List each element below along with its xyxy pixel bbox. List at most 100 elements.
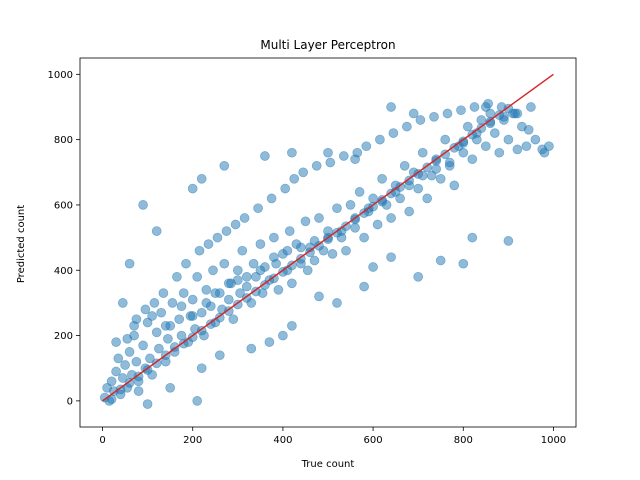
data-point bbox=[359, 281, 369, 292]
data-point bbox=[350, 214, 360, 225]
data-point bbox=[325, 157, 336, 168]
data-point bbox=[503, 103, 514, 114]
data-point bbox=[480, 141, 491, 152]
data-point bbox=[269, 273, 279, 284]
data-point bbox=[440, 149, 451, 160]
data-point bbox=[223, 306, 234, 316]
data-point bbox=[235, 288, 245, 298]
data-point bbox=[115, 384, 126, 395]
data-point bbox=[246, 343, 257, 354]
data-point bbox=[228, 314, 239, 325]
data-point bbox=[284, 226, 295, 236]
data-point bbox=[151, 327, 162, 338]
data-point bbox=[314, 291, 324, 302]
data-point bbox=[395, 182, 405, 192]
y-tick-label: 200 bbox=[54, 331, 73, 342]
data-point bbox=[273, 284, 284, 295]
data-point bbox=[296, 253, 306, 264]
data-point bbox=[296, 242, 306, 253]
data-point bbox=[154, 343, 164, 354]
x-tick-label: 200 bbox=[183, 435, 202, 446]
data-point bbox=[300, 216, 311, 227]
data-point bbox=[456, 105, 466, 116]
data-point bbox=[255, 265, 266, 276]
data-point bbox=[169, 342, 180, 352]
data-point bbox=[458, 136, 469, 147]
data-point bbox=[449, 180, 460, 191]
x-tick-label: 0 bbox=[99, 435, 105, 446]
data-point bbox=[408, 108, 419, 119]
data-point bbox=[232, 275, 243, 285]
y-tick-label: 400 bbox=[54, 266, 73, 277]
data-point bbox=[223, 294, 234, 305]
data-point bbox=[253, 203, 263, 214]
data-point bbox=[117, 298, 128, 308]
data-point bbox=[131, 356, 142, 367]
data-point bbox=[172, 271, 182, 282]
data-point bbox=[174, 314, 185, 325]
data-point bbox=[278, 267, 288, 277]
data-point bbox=[163, 333, 173, 344]
data-point bbox=[230, 219, 241, 230]
data-point bbox=[388, 128, 399, 138]
data-point bbox=[142, 365, 153, 375]
data-point bbox=[302, 265, 313, 276]
data-point bbox=[196, 363, 207, 374]
data-point bbox=[232, 299, 243, 310]
data-point bbox=[260, 151, 270, 161]
data-point bbox=[417, 147, 428, 158]
data-point bbox=[280, 183, 291, 194]
data-point bbox=[341, 221, 351, 232]
data-point bbox=[431, 164, 442, 174]
data-point bbox=[156, 307, 167, 318]
data-point bbox=[151, 226, 162, 236]
data-point bbox=[221, 226, 232, 236]
data-point bbox=[476, 123, 487, 134]
data-point bbox=[368, 262, 378, 272]
data-point bbox=[287, 260, 297, 271]
data-point bbox=[282, 245, 293, 256]
data-point bbox=[530, 134, 541, 145]
data-point bbox=[413, 169, 424, 179]
data-point bbox=[264, 337, 275, 347]
data-point bbox=[117, 373, 128, 383]
data-point bbox=[444, 157, 455, 168]
data-point bbox=[129, 320, 139, 331]
data-point bbox=[359, 232, 369, 243]
data-point bbox=[327, 249, 338, 259]
data-point bbox=[526, 102, 536, 112]
data-point bbox=[386, 188, 396, 199]
data-point bbox=[214, 350, 225, 361]
data-point bbox=[201, 298, 212, 308]
data-point bbox=[489, 128, 500, 138]
data-point bbox=[241, 271, 252, 282]
data-point bbox=[359, 208, 369, 218]
data-point bbox=[178, 338, 189, 349]
data-point bbox=[196, 173, 207, 184]
data-point bbox=[372, 219, 383, 230]
data-point bbox=[449, 142, 460, 153]
data-point bbox=[494, 147, 505, 158]
data-point bbox=[255, 239, 266, 249]
data-point bbox=[354, 187, 365, 197]
data-point bbox=[120, 360, 130, 370]
data-point bbox=[429, 111, 439, 122]
data-point bbox=[431, 156, 442, 166]
data-point bbox=[476, 115, 487, 125]
data-point bbox=[386, 102, 396, 112]
data-point bbox=[345, 200, 356, 210]
data-point bbox=[413, 271, 424, 282]
data-point bbox=[483, 98, 493, 109]
data-point bbox=[133, 371, 144, 382]
data-point bbox=[467, 129, 478, 140]
data-point bbox=[523, 124, 534, 135]
data-point bbox=[377, 195, 387, 205]
data-point bbox=[311, 160, 322, 171]
data-point bbox=[467, 232, 478, 243]
data-point bbox=[314, 240, 324, 251]
data-point bbox=[194, 245, 205, 256]
y-tick-label: 1000 bbox=[48, 70, 73, 81]
x-axis-ticks: 0 200 400 600 800 1000 bbox=[99, 427, 566, 446]
data-point bbox=[278, 330, 288, 341]
